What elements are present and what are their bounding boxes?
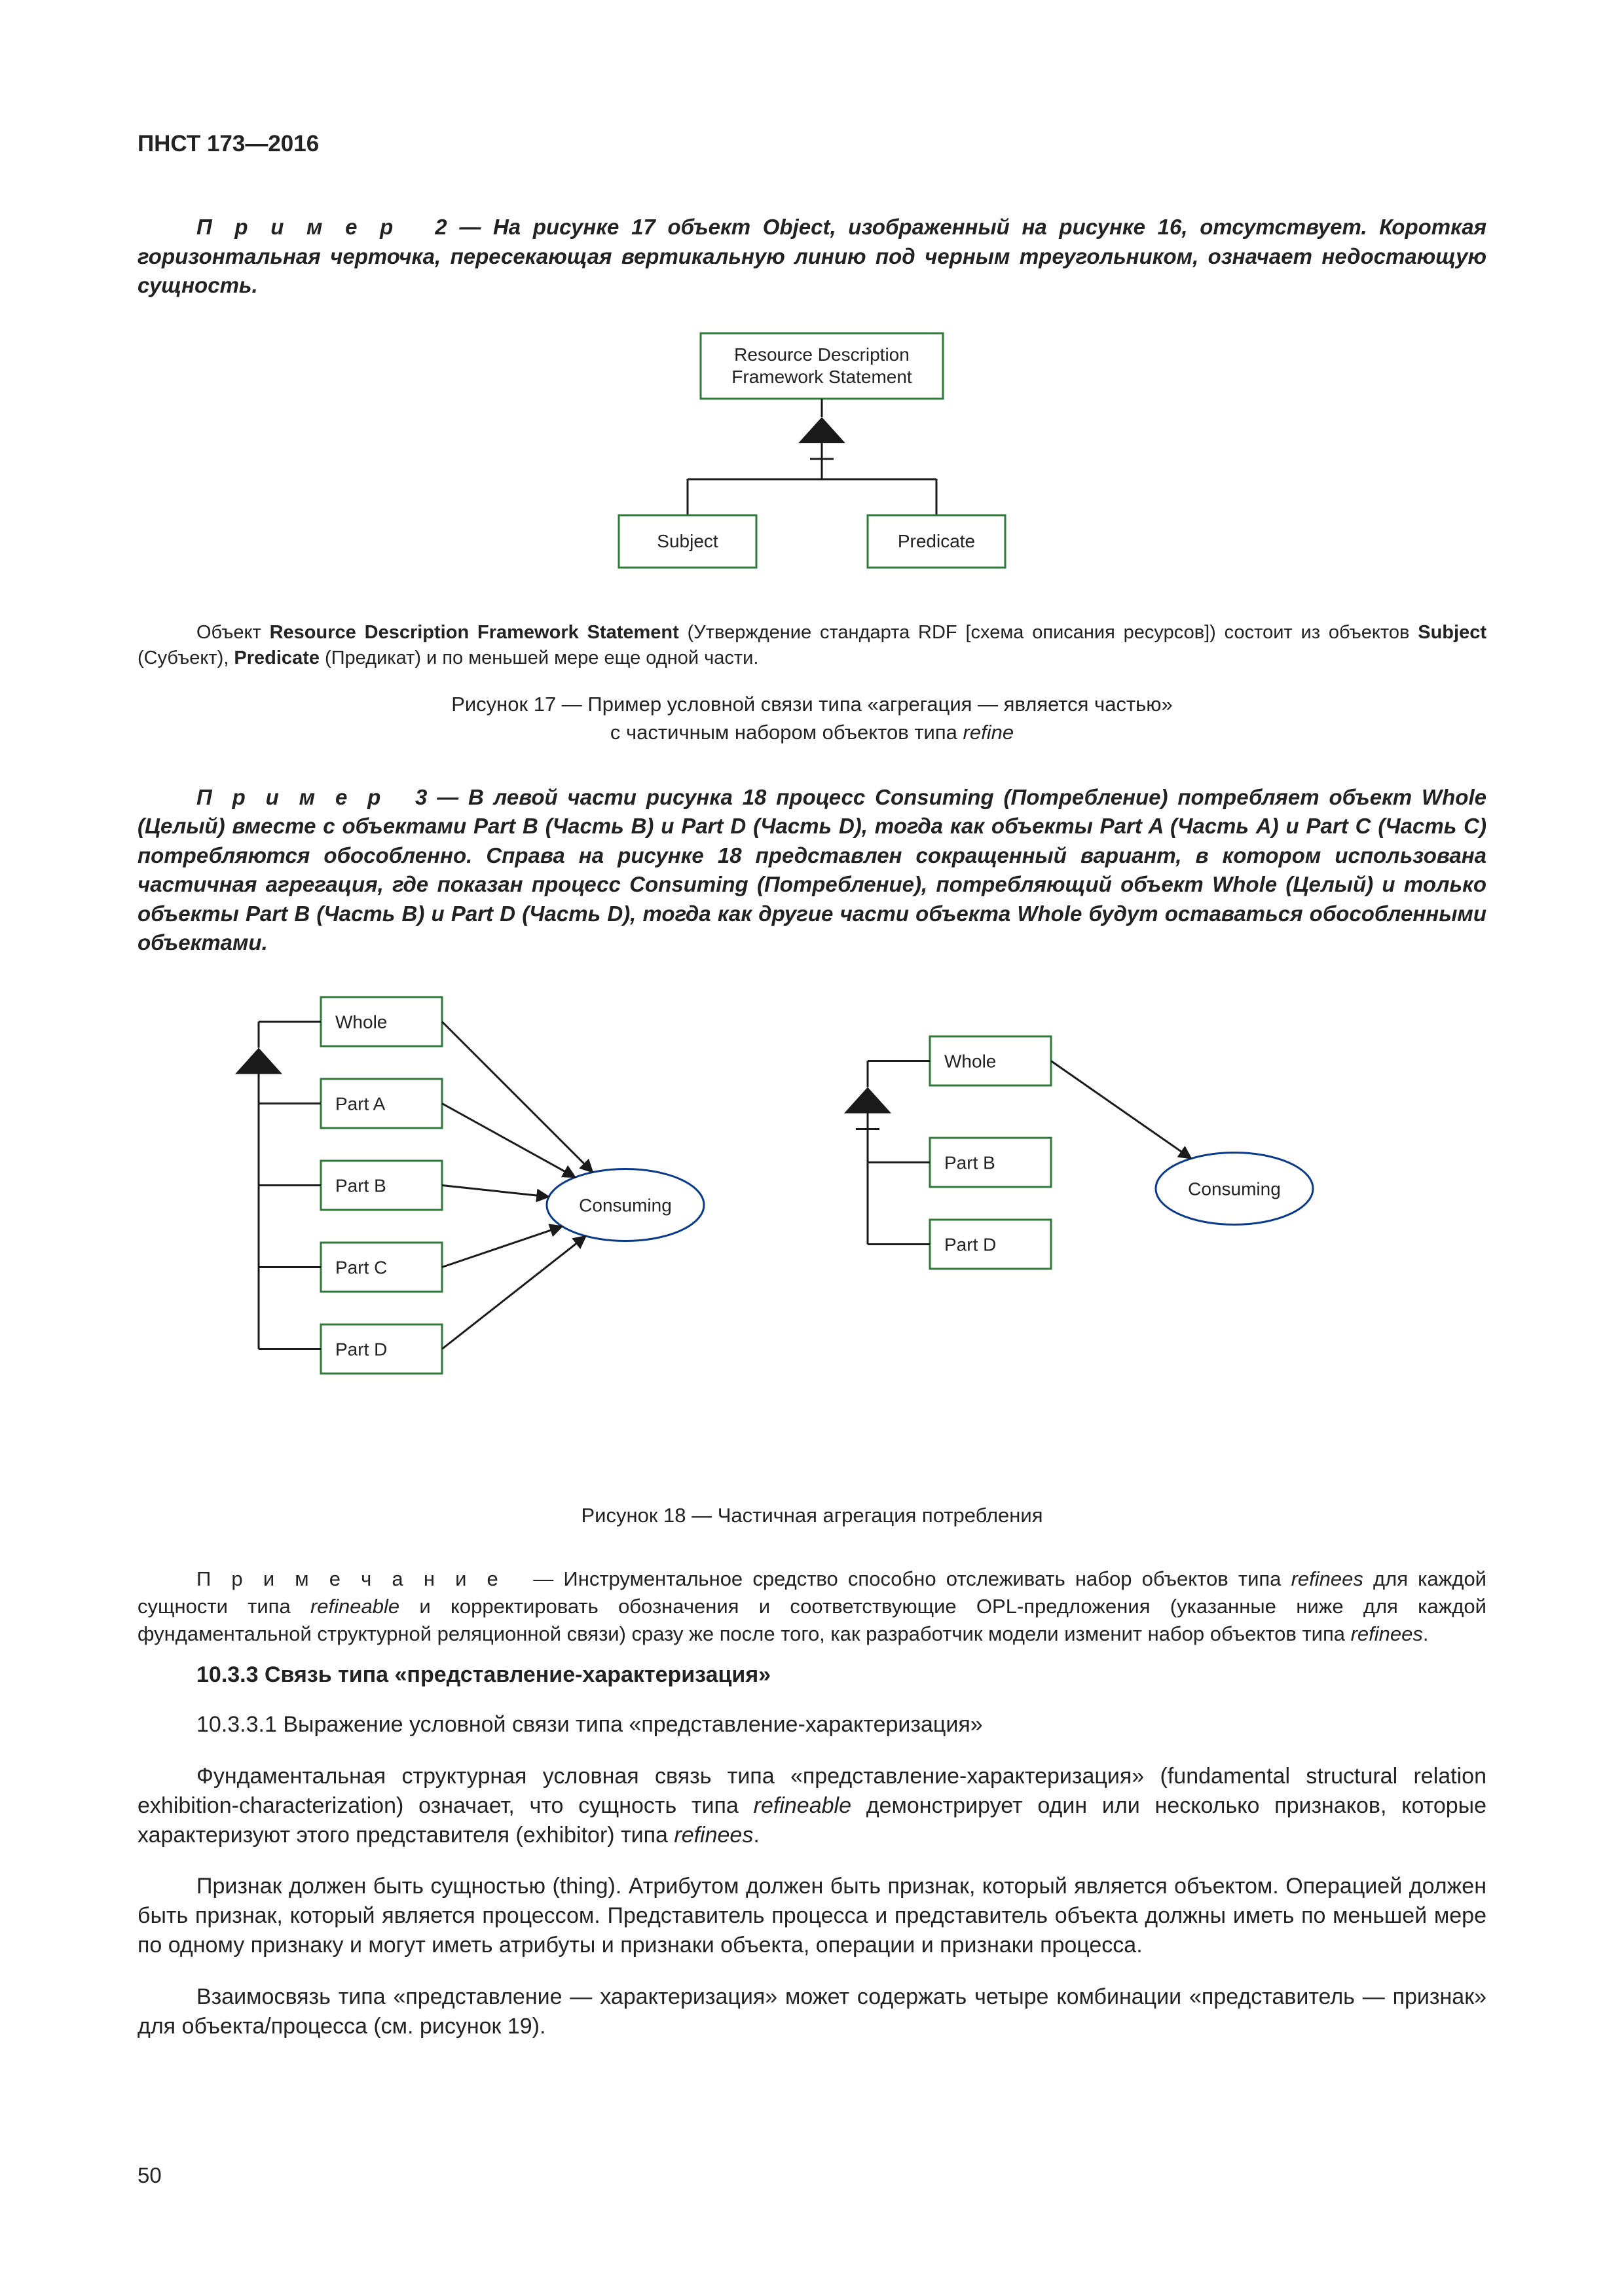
example-2-num bbox=[411, 215, 435, 239]
example-2-lead: П р и м е р bbox=[196, 215, 398, 239]
doc-header: ПНСТ 173—2016 bbox=[138, 131, 1486, 157]
svg-text:Subject: Subject bbox=[657, 531, 718, 551]
svg-text:Whole: Whole bbox=[335, 1011, 387, 1032]
section-10-3-3-heading: 10.3.3 Связь типа «представление-характе… bbox=[196, 1662, 1486, 1688]
svg-text:Consuming: Consuming bbox=[1188, 1178, 1281, 1199]
svg-text:Part D: Part D bbox=[335, 1339, 387, 1359]
figure-17-svg: Resource DescriptionFramework Statement S… bbox=[517, 320, 1107, 595]
svg-text:Predicate: Predicate bbox=[898, 531, 975, 551]
svg-text:Part B: Part B bbox=[335, 1175, 386, 1195]
example-2: П р и м е р 2 — На рисунке 17 объект Obj… bbox=[138, 213, 1486, 301]
section-10-3-3-1: 10.3.3.1 Выражение условной связи типа «… bbox=[138, 1710, 1486, 1740]
note-lead: П р и м е ч а н и е bbox=[196, 1567, 504, 1590]
figure-17-desc: Объект Resource Description Framework St… bbox=[138, 620, 1486, 671]
svg-text:Part D: Part D bbox=[944, 1234, 996, 1254]
section-p2: Признак должен быть сущностью (thing). А… bbox=[138, 1872, 1486, 1960]
note: П р и м е ч а н и е — Инструментальное с… bbox=[138, 1565, 1486, 1648]
figure-18-svg: Whole Part A Part B Part C Part D Consuming Wh… bbox=[190, 977, 1434, 1475]
section-p3: Взаимосвязь типа «представление — характ… bbox=[138, 1982, 1486, 2041]
example-3-lead: П р и м е р bbox=[196, 785, 386, 809]
svg-text:Whole: Whole bbox=[944, 1051, 996, 1071]
example-3-text: — В левой части рисунка 18 процесс Consu… bbox=[138, 785, 1486, 955]
svg-text:Resource Description: Resource Description bbox=[734, 344, 910, 365]
figure-18: Whole Part A Part B Part C Part D Consuming Wh… bbox=[138, 977, 1486, 1480]
svg-text:Framework Statement: Framework Statement bbox=[731, 367, 912, 387]
example-3: П р и м е р 3 — В левой части рисунка 18… bbox=[138, 783, 1486, 958]
example-3-num: 3 bbox=[415, 785, 427, 809]
svg-text:Part B: Part B bbox=[944, 1152, 995, 1173]
svg-text:Part A: Part A bbox=[335, 1093, 386, 1114]
figure-17: Resource DescriptionFramework Statement S… bbox=[138, 320, 1486, 600]
section-p1: Фундаментальная структурная условная свя… bbox=[138, 1762, 1486, 1850]
figure-17-caption: Рисунок 17 — Пример условной связи типа … bbox=[138, 690, 1486, 747]
svg-text:Part C: Part C bbox=[335, 1257, 387, 1277]
svg-text:Consuming: Consuming bbox=[579, 1195, 672, 1215]
page-number: 50 bbox=[138, 2163, 162, 2188]
figure-18-caption: Рисунок 18 — Частичная агрегация потребл… bbox=[138, 1501, 1486, 1529]
